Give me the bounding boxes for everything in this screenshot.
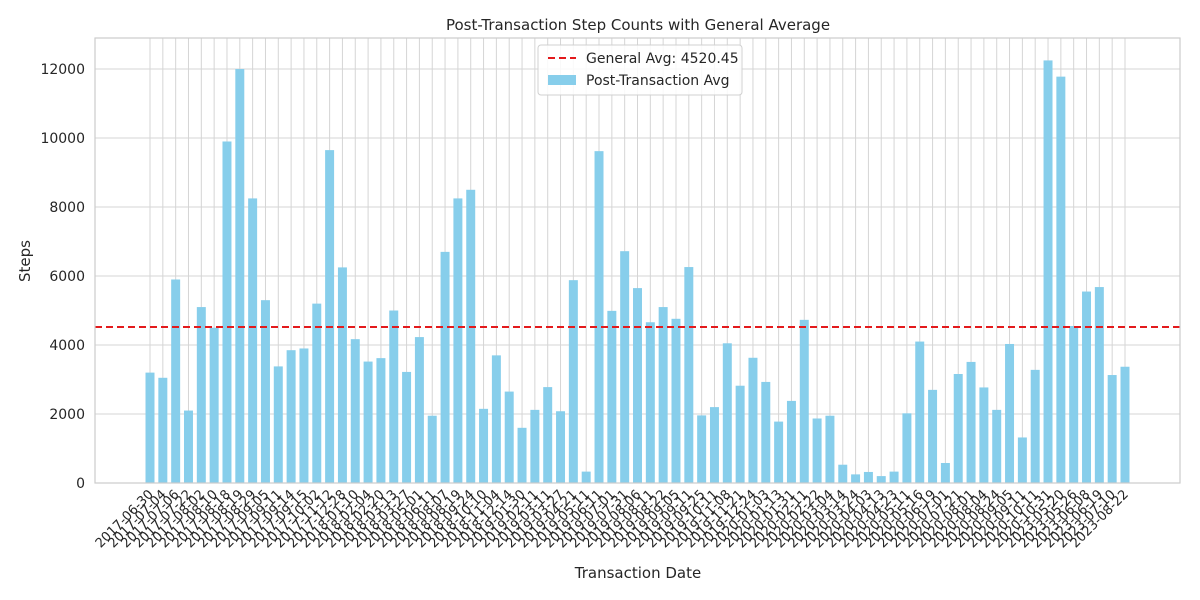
bar xyxy=(735,385,745,483)
bar xyxy=(658,307,668,483)
bar xyxy=(1069,326,1079,483)
y-axis-label: Steps xyxy=(16,240,34,282)
bar xyxy=(863,471,873,483)
bar xyxy=(440,251,450,483)
bar xyxy=(825,415,835,483)
bar xyxy=(607,310,617,483)
bar xyxy=(363,361,373,483)
y-tick-label: 4000 xyxy=(49,338,85,354)
legend-swatch xyxy=(548,75,576,85)
bar xyxy=(260,300,270,483)
bar xyxy=(299,348,309,483)
bar xyxy=(774,421,784,483)
bar xyxy=(235,69,245,483)
bar xyxy=(1107,375,1117,483)
bar xyxy=(876,476,886,483)
bar xyxy=(209,327,219,483)
bar xyxy=(581,471,591,483)
bar xyxy=(517,427,527,483)
bar xyxy=(928,389,938,483)
y-tick-label: 0 xyxy=(76,476,85,492)
bar xyxy=(992,409,1002,483)
bar xyxy=(953,373,963,483)
bar xyxy=(1120,366,1130,483)
bar xyxy=(1056,76,1066,484)
bar xyxy=(286,350,296,483)
bar xyxy=(504,391,514,483)
bar xyxy=(838,464,848,483)
bar xyxy=(196,307,206,483)
bar xyxy=(350,339,360,483)
legend-box xyxy=(537,44,743,96)
bar xyxy=(979,387,989,483)
bar xyxy=(376,358,386,483)
bar xyxy=(530,409,540,483)
bar xyxy=(491,355,501,483)
bar xyxy=(684,267,694,483)
bar xyxy=(427,415,437,483)
legend-label: General Avg: 4520.45 xyxy=(586,51,739,67)
y-tick-label: 10000 xyxy=(40,131,85,147)
bar xyxy=(799,319,809,483)
bar xyxy=(645,322,655,483)
bar xyxy=(556,411,566,483)
bar xyxy=(671,318,681,483)
bar xyxy=(453,198,463,483)
bar xyxy=(543,387,553,483)
bar xyxy=(1094,287,1104,483)
bar xyxy=(786,400,796,483)
bar xyxy=(248,198,258,483)
bar xyxy=(145,372,155,483)
bar xyxy=(620,251,630,483)
plot-frame xyxy=(94,37,1181,484)
bar xyxy=(748,357,758,483)
bar xyxy=(594,151,604,484)
bar xyxy=(171,279,181,483)
bar xyxy=(389,310,399,483)
legend-label: Post-Transaction Avg xyxy=(586,73,730,89)
bar xyxy=(1082,291,1092,483)
bar xyxy=(722,343,732,483)
bar xyxy=(940,462,950,483)
y-tick-label: 2000 xyxy=(49,407,85,423)
bar xyxy=(633,288,642,483)
bar xyxy=(761,381,771,483)
bar xyxy=(222,141,232,483)
y-tick-label: 6000 xyxy=(49,269,85,285)
y-tick-label: 12000 xyxy=(40,62,85,78)
bar xyxy=(709,407,719,483)
bar xyxy=(414,337,424,483)
bar xyxy=(812,418,822,483)
bar xyxy=(325,150,335,483)
y-tick-label: 8000 xyxy=(49,200,85,216)
bar xyxy=(1043,60,1053,483)
bar xyxy=(337,267,347,483)
bar xyxy=(479,408,489,483)
bar xyxy=(889,471,899,483)
bar xyxy=(158,377,168,483)
bar xyxy=(183,410,193,483)
x-axis-label: Transaction Date xyxy=(574,564,701,582)
bar xyxy=(466,189,476,483)
bar xyxy=(697,415,707,483)
bar xyxy=(568,280,578,483)
bar xyxy=(902,413,912,483)
bar xyxy=(1030,369,1040,483)
bar xyxy=(851,474,861,483)
bar xyxy=(273,366,283,483)
chart-title: Post-Transaction Step Counts with Genera… xyxy=(446,16,830,34)
bar xyxy=(1017,437,1027,483)
bar xyxy=(915,341,925,483)
bar xyxy=(312,303,322,483)
bar xyxy=(1005,343,1015,483)
bar xyxy=(402,371,412,483)
bar xyxy=(966,361,976,483)
